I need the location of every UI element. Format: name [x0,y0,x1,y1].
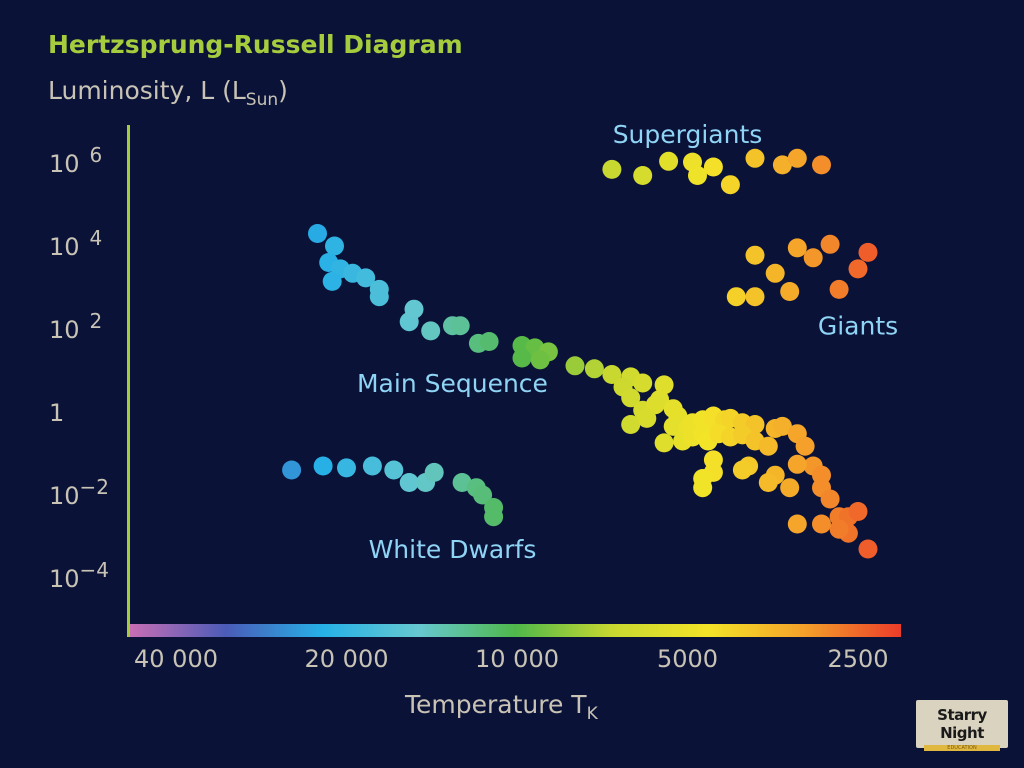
main-sequence-star-point [848,502,868,521]
white-dwarfs-star-point [362,456,382,476]
x-tick-label: 5000 [657,645,718,673]
y-tick-label: 1 [49,399,64,427]
supergiants-star-point [772,155,792,175]
x-tick-label: 10 000 [475,645,559,673]
white-dwarfs-star-point [282,460,302,480]
main-sequence-star-point [450,316,470,336]
main-sequence-star-point [530,350,550,370]
white-dwarfs-label: White Dwarfs [369,535,537,564]
white-dwarfs-star-point [484,507,504,527]
y-tick-label: 10 6 [49,143,102,178]
main-sequence-star-point [812,514,831,534]
y-tick-label: 10−2 [49,475,109,510]
main-sequence-star-point [512,348,532,368]
y-tick-label: 10−4 [49,558,109,593]
supergiants-star-point [787,148,807,168]
giants-star-point [745,287,765,307]
white-dwarfs-star-point [399,473,419,492]
y-tick-label: 10 4 [49,226,102,261]
main-sequence-star-point [795,436,815,456]
main-sequence-star-point [858,539,878,559]
y-tick-label: 10 2 [49,309,102,344]
supergiants-star-point [745,148,765,168]
main-sequence-star-point [602,365,622,384]
supergiants-label: Supergiants [613,120,763,149]
main-sequence-star-point [645,395,665,415]
main-sequence-star-point [663,416,683,436]
main-sequence-star-point [787,514,807,534]
main-sequence-star-point [322,271,342,291]
main-sequence-star-point [787,454,807,474]
giants-star-point [829,279,849,299]
starry-night-logo: Starry Night EDUCATION [916,700,1008,751]
chart-title: Hertzsprung-Russell Diagram [48,30,463,59]
giants-star-point [765,263,785,283]
main-sequence-star-point [745,415,765,434]
supergiants-star-point [720,175,740,195]
giants-star-point [787,238,807,258]
main-sequence-star-point [584,359,604,379]
main-sequence-star-point [325,236,344,256]
white-dwarfs-star-point [424,462,444,482]
main-sequence-star-point [637,408,657,428]
supergiants-star-point [659,151,679,171]
giants-star-point [858,242,878,262]
main-sequence-star-point [732,460,752,480]
supergiants-star-point [703,157,723,177]
main-sequence-star-point [356,268,376,288]
supergiants-star-point [688,166,707,185]
main-sequence-star-point [758,436,778,456]
main-sequence-star-point [758,473,778,492]
temperature-colorbar [130,624,901,637]
main-sequence-star-point [308,224,327,243]
x-axis-label: Temperature TK [405,690,598,724]
y-axis-label: Luminosity, L (LSun) [48,76,288,110]
main-sequence-star-point [621,388,641,408]
main-sequence-star-point [404,299,424,319]
main-sequence-star-point [633,373,653,393]
main-sequence-star-point [820,489,840,509]
main-sequence-label: Main Sequence [357,369,548,398]
white-dwarfs-star-point [337,458,356,478]
giants-label: Giants [818,312,898,341]
main-sequence-star-point [780,478,800,498]
x-tick-label: 40 000 [134,645,218,673]
main-sequence-star-point [369,287,389,307]
main-sequence-star-point [693,469,713,488]
main-sequence-star-point [829,519,849,539]
main-sequence-star-point [654,375,674,395]
main-sequence-star-point [565,356,585,376]
giants-star-point [820,234,840,254]
giants-star-point [780,282,800,301]
supergiants-star-point [812,155,831,175]
giants-star-point [745,245,765,265]
giants-star-point [803,248,823,268]
main-sequence-star-point [479,332,499,351]
main-sequence-star-point [654,433,674,453]
supergiants-star-point [633,166,653,185]
white-dwarfs-star-point [473,485,493,505]
white-dwarfs-star-point [313,456,333,476]
x-tick-label: 20 000 [305,645,389,673]
giants-star-point [848,259,868,279]
x-tick-label: 2500 [827,645,888,673]
main-sequence-star-point [421,321,441,341]
main-sequence-star-point [621,415,641,434]
giants-star-point [726,287,746,307]
supergiants-star-point [602,159,622,179]
main-sequence-star-point [772,416,792,436]
white-dwarfs-star-point [384,460,404,480]
